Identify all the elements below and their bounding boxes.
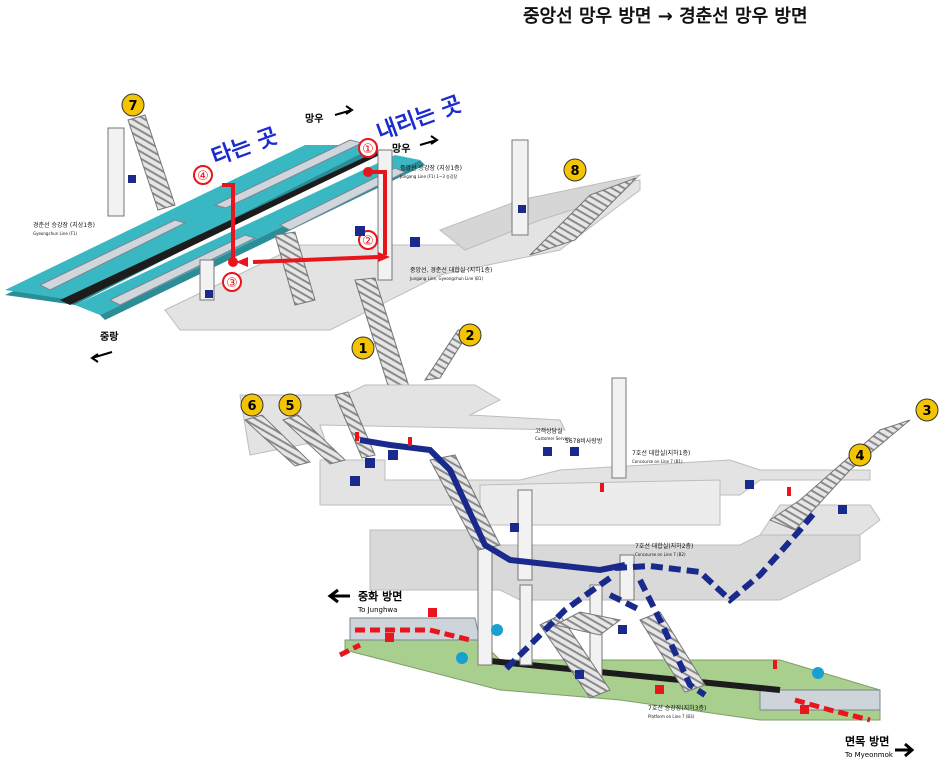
- label-customer-service: 고객상담실: [535, 427, 563, 435]
- route-turn-dot: [228, 257, 238, 267]
- exit-sign-icon: [428, 608, 437, 617]
- direction-junghwa: 중화 방면 To Junghwa: [327, 588, 402, 614]
- svg-text:1: 1: [358, 342, 367, 357]
- svg-text:To Junghwa: To Junghwa: [357, 606, 397, 614]
- upper-stairs: [127, 114, 637, 393]
- direction-mangu-top: 망우: [305, 105, 354, 125]
- svg-text:망우: 망우: [305, 112, 323, 125]
- svg-text:망우: 망우: [392, 142, 410, 155]
- label-jg-concourse: 중앙선, 경춘선 대합실 (지하1층): [410, 266, 492, 274]
- phone-icon: [570, 447, 579, 456]
- fire-extinguisher-icon: [787, 487, 791, 496]
- restroom-icon: [355, 226, 365, 236]
- fire-extinguisher-icon: [408, 437, 412, 446]
- svg-text:Platform on Line 7 (B3): Platform on Line 7 (B3): [648, 714, 695, 719]
- restroom-icon: [350, 476, 360, 486]
- svg-text:5: 5: [285, 399, 294, 414]
- label-gyeongchun-platform: 경춘선 승강장 (지상1층): [33, 221, 95, 229]
- direction-jungnang: 중랑: [90, 331, 119, 363]
- svg-text:Jungang Line (F1) 1~3 승강장: Jungang Line (F1) 1~3 승강장: [399, 173, 458, 179]
- info-icon: [575, 670, 584, 679]
- jungang-platform: [5, 139, 425, 320]
- emergency-icons: [355, 432, 809, 714]
- elevator-icon: [510, 523, 519, 532]
- svg-text:Customer Service: Customer Service: [535, 436, 571, 441]
- svg-text:3: 3: [922, 404, 931, 419]
- svg-text:6: 6: [247, 399, 256, 414]
- direction-myeonmok: 면목 방면 To Myeonmok: [844, 734, 915, 759]
- elevator-icon: [518, 205, 526, 213]
- svg-text:Concourse on Line 7 (B1): Concourse on Line 7 (B1): [632, 459, 683, 464]
- exit-3-badge: 3: [915, 398, 939, 422]
- fire-extinguisher-icon: [355, 432, 359, 441]
- label-jungang-platform: 중앙선 승강장 (지상1층): [400, 164, 462, 172]
- restroom-icon: [410, 237, 420, 247]
- train-direction-arrows: [338, 627, 871, 723]
- facility-icons: [128, 175, 847, 679]
- svg-text:④: ④: [197, 169, 209, 184]
- info-icon: [745, 480, 754, 489]
- exit-1-badge: 1: [351, 336, 375, 360]
- exit-8-badge: 8: [563, 158, 587, 182]
- elevator-icon: [128, 175, 136, 183]
- svg-text:중화 방면: 중화 방면: [358, 589, 402, 603]
- label-line7-b1: 7호선 대합실(지하1층): [632, 449, 690, 457]
- line7-transfer-paths: [359, 437, 818, 698]
- route-start-dot: [363, 167, 373, 177]
- restroom-icon: [618, 625, 627, 634]
- svg-text:To Myeonmok: To Myeonmok: [844, 751, 894, 759]
- svg-text:8: 8: [570, 164, 579, 179]
- floor-labels: 중앙선 승강장 (지상1층) Jungang Line (F1) 1~3 승강장…: [33, 164, 706, 719]
- lower-pillars: [477, 377, 635, 681]
- accessibility-icons: [456, 624, 824, 679]
- exit-sign-icon: [655, 685, 664, 694]
- exit-sign-icon: [385, 633, 394, 642]
- fire-extinguisher-icon: [773, 660, 777, 669]
- route-step-badges: ④ ① ② ③: [193, 138, 378, 292]
- wheelchair-icon: [491, 624, 503, 636]
- transfer-route: [222, 167, 390, 267]
- route-title: 중앙선 망우 방면 → 경춘선 망우 방면: [523, 6, 808, 27]
- svg-text:4: 4: [855, 449, 864, 464]
- elevator-icon: [365, 458, 375, 468]
- label-help-phone: 5678비사랑방: [565, 437, 603, 445]
- exit-2-badge: 2: [458, 323, 482, 347]
- svg-text:면목 방면: 면목 방면: [845, 734, 889, 748]
- elevator-icon: [388, 450, 398, 460]
- svg-text:중랑: 중랑: [100, 331, 119, 343]
- svg-text:7: 7: [128, 99, 137, 114]
- line7-platform: [344, 617, 881, 721]
- svg-text:2: 2: [465, 329, 474, 344]
- exit-4-badge: 4: [848, 443, 872, 467]
- exit-sign-icon: [800, 705, 809, 714]
- label-line7-b2: 7호선 대합실(지하2층): [635, 542, 693, 550]
- exit-7-badge: 7: [121, 93, 145, 117]
- elevator-icon: [205, 290, 213, 298]
- svg-text:Jungang Line, Gyeongchun Line: Jungang Line, Gyeongchun Line (B1): [409, 276, 483, 281]
- svg-text:Gyeongchun Line (F1): Gyeongchun Line (F1): [33, 231, 78, 236]
- info-icon: [838, 505, 847, 514]
- exit-badges: 7 8 1 2 6 5 3 4: [121, 93, 939, 467]
- wheelchair-icon: [456, 652, 468, 664]
- direction-mangu-mid: 망우: [392, 135, 439, 155]
- svg-text:②: ②: [362, 234, 374, 249]
- svg-text:③: ③: [226, 276, 238, 291]
- exit-6-badge: 6: [240, 393, 264, 417]
- fire-extinguisher-icon: [600, 483, 604, 492]
- wheelchair-icon: [812, 667, 824, 679]
- label-line7-b3: 7호선 승강장(지하3층): [648, 704, 706, 712]
- exit-5-badge: 5: [278, 393, 302, 417]
- svg-text:Concourse on Line 7 (B2): Concourse on Line 7 (B2): [635, 552, 686, 557]
- alighting-label: 내리는 곳: [374, 92, 466, 146]
- svg-text:①: ①: [362, 142, 374, 157]
- service-icon: [543, 447, 552, 456]
